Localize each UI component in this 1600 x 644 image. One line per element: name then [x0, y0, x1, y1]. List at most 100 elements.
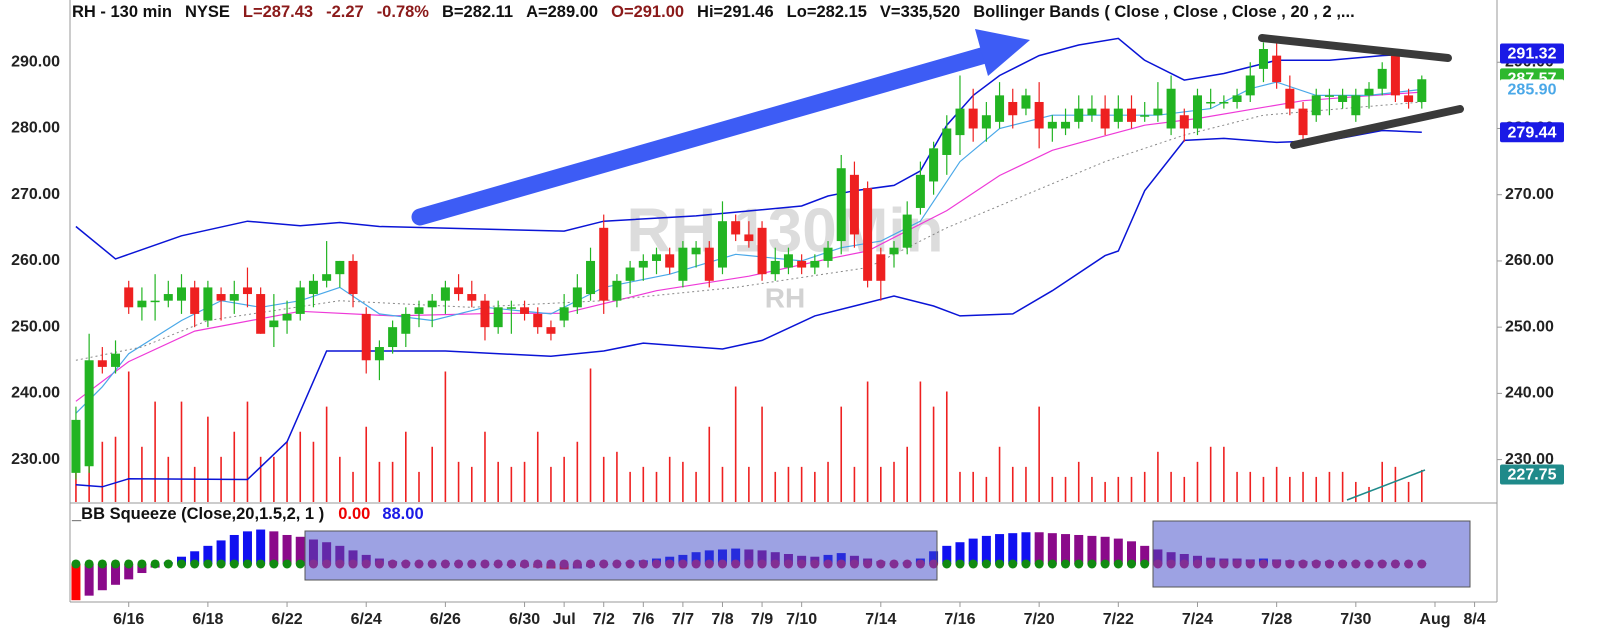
momentum-bar [1100, 536, 1110, 564]
squeeze-dot [176, 559, 186, 569]
candle-body [731, 221, 741, 235]
momentum-bar [190, 551, 200, 564]
candle-body [770, 260, 780, 275]
momentum-bar [256, 529, 266, 564]
candle-body [84, 360, 94, 467]
momentum-bar [1074, 534, 1084, 564]
candle-body [242, 287, 252, 295]
header-item: Hi=291.46 [697, 3, 774, 21]
x-tick-label: 6/22 [271, 611, 302, 628]
candle-body [1021, 95, 1031, 109]
candle-body [1127, 108, 1137, 122]
squeeze-dot [137, 559, 147, 569]
candle-body [150, 300, 160, 303]
candle-body [1298, 108, 1308, 136]
squeeze-dot [111, 559, 121, 569]
x-tick-label: 6/30 [509, 611, 540, 628]
y-tick-label: 230.00 [1505, 451, 1554, 468]
x-tick-label: 7/6 [632, 611, 654, 628]
candle-body [71, 419, 81, 473]
x-tick-label: 7/16 [944, 611, 975, 628]
x-tick-label: 8/4 [1463, 611, 1485, 628]
price-label-box [1500, 464, 1564, 485]
momentum-bar [1113, 538, 1123, 564]
header-item: NYSE [185, 3, 230, 21]
squeeze-dot [269, 559, 279, 569]
x-tick-label: 7/30 [1340, 611, 1371, 628]
header-item: -2.27 [326, 3, 364, 21]
momentum-bar [111, 563, 121, 585]
candle-body [942, 128, 952, 155]
candle-body [269, 320, 279, 328]
overlay-line [75, 129, 1422, 488]
x-tick-label: 7/2 [593, 611, 615, 628]
x-tick-label: Aug [1419, 611, 1450, 628]
candle-body [1390, 55, 1400, 96]
candle-body [1047, 121, 1057, 129]
candle-body [744, 234, 754, 242]
candle-body [836, 168, 846, 242]
candle-body [1153, 108, 1163, 116]
candle-body [810, 260, 820, 268]
watermark-sub: RH [765, 282, 805, 313]
overlay-line [75, 81, 1422, 414]
squeeze-dot [229, 559, 239, 569]
candle-body [1417, 79, 1427, 102]
candle-body [612, 280, 622, 301]
indicator-legend: _BB Squeeze (Close,20,1.5,2, 1 ) 0.00 88.0… [71, 505, 424, 523]
candle-body [348, 260, 358, 295]
candle-body [1113, 108, 1123, 122]
candle-body [335, 260, 345, 275]
momentum-bar [71, 563, 81, 601]
momentum-bar [269, 531, 279, 564]
price-label: 279.44 [1508, 124, 1557, 141]
x-tick-label: 6/24 [351, 611, 382, 628]
candle-body [599, 227, 609, 301]
candle-body [559, 307, 569, 321]
overlay-line [75, 37, 1422, 260]
x-tick-label: 7/20 [1024, 611, 1055, 628]
squeeze-box [304, 530, 938, 581]
candle-body [1034, 101, 1044, 129]
x-tick-label: 6/18 [192, 611, 223, 628]
candle-body [374, 347, 384, 361]
candle-body [1351, 95, 1361, 116]
candle-body [678, 247, 688, 281]
candle-body [361, 313, 371, 361]
momentum-bar [942, 545, 952, 564]
candle-body [1074, 108, 1084, 122]
momentum-bar [981, 535, 991, 564]
candle-body [652, 254, 662, 261]
candle-body [995, 95, 1005, 122]
volume-trendline [1346, 469, 1426, 501]
price-label-box [1500, 43, 1564, 64]
candle-body [295, 287, 305, 314]
candle-body [229, 294, 239, 301]
y-tick-label: 240.00 [11, 385, 60, 402]
y-tick-label: 260.00 [11, 252, 60, 269]
candle-body [1324, 95, 1334, 97]
header-item: V=335,520 [880, 3, 960, 21]
candle-body [717, 221, 727, 268]
header-item: B=282.11 [442, 3, 513, 21]
momentum-bar [1034, 532, 1044, 564]
momentum-bar [1061, 534, 1071, 564]
x-tick-label: 7/7 [672, 611, 694, 628]
candle-body [968, 108, 978, 129]
squeeze-dot [256, 559, 266, 569]
y-tick-label: 240.00 [1505, 385, 1554, 402]
candle-body [902, 214, 912, 248]
momentum-bar [216, 540, 226, 564]
candle-body [955, 108, 965, 136]
momentum-bar [242, 531, 252, 564]
squeeze-box [1152, 520, 1471, 588]
candle-body [1087, 108, 1097, 116]
candle-body [704, 247, 714, 281]
x-tick-label: 7/14 [865, 611, 896, 628]
candle-body [915, 174, 925, 208]
resistance-line [1258, 34, 1452, 62]
header-item: A=289.00 [526, 3, 598, 21]
squeeze-dot [190, 559, 200, 569]
y-tick-label: 230.00 [11, 451, 60, 468]
candle-body [256, 294, 266, 334]
